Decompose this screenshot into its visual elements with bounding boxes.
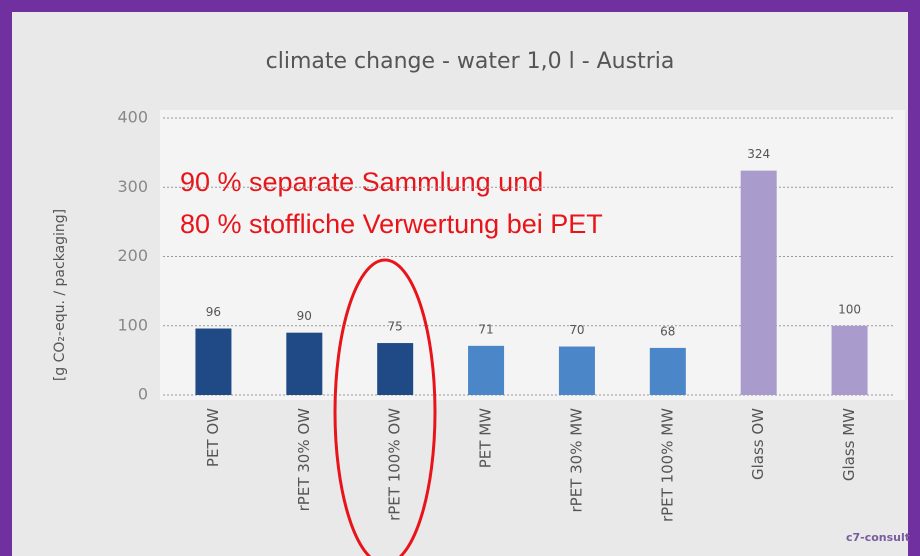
y-tick-label: 400	[117, 108, 148, 127]
x-tick-label: rPET 30% MW	[567, 408, 585, 513]
value-label: 96	[206, 305, 221, 319]
value-label: 70	[569, 323, 584, 337]
x-tick-label: rPET 100% OW	[386, 408, 404, 521]
y-axis-label: [g CO₂-equ. / packaging]	[52, 209, 68, 381]
x-tick-label: Glass MW	[840, 408, 858, 481]
x-tick-label: rPET 30% OW	[295, 408, 313, 512]
bar	[740, 170, 777, 395]
value-label: 71	[478, 322, 493, 336]
bar	[286, 332, 323, 395]
y-tick-label: 200	[117, 246, 148, 265]
plot-area	[160, 110, 905, 400]
bar	[558, 346, 595, 395]
annotation: 90 % separate Sammlung und	[180, 167, 543, 197]
y-tick-label: 300	[117, 177, 148, 196]
bar	[195, 328, 232, 395]
value-label: 90	[297, 309, 312, 323]
bar	[468, 345, 505, 395]
bar	[649, 347, 686, 395]
highlight-ellipse	[333, 258, 437, 556]
x-tick-label: Glass OW	[749, 408, 767, 480]
x-tick-label: PET MW	[477, 408, 495, 468]
bar	[377, 343, 414, 395]
annotation: 80 % stoffliche Verwertung bei PET	[180, 209, 603, 239]
y-tick-label: 100	[117, 315, 148, 334]
logo: c7-consult	[846, 531, 910, 544]
value-label: 75	[388, 320, 403, 334]
x-tick-label: PET OW	[204, 408, 222, 467]
value-label: 100	[838, 302, 861, 316]
value-label: 68	[660, 324, 675, 338]
y-tick-label: 0	[138, 385, 148, 404]
value-label: 324	[747, 147, 770, 161]
chart-title: climate change - water 1,0 l - Austria	[266, 49, 675, 74]
x-tick-label: rPET 100% MW	[658, 408, 676, 522]
bar	[831, 325, 868, 395]
